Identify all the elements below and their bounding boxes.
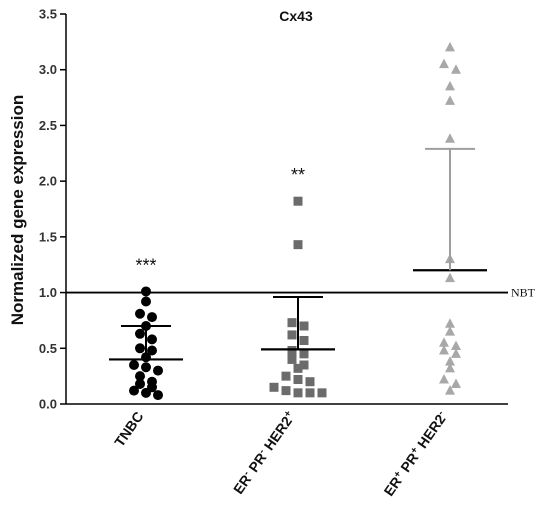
label-superscript: - bbox=[241, 469, 252, 478]
y-tick-label: 0.0 bbox=[39, 397, 57, 412]
data-point bbox=[439, 373, 449, 384]
y-tick-label: 1.5 bbox=[39, 229, 57, 244]
data-point bbox=[293, 388, 303, 398]
data-point bbox=[281, 371, 291, 381]
data-point bbox=[439, 337, 449, 347]
data-point bbox=[281, 386, 291, 396]
label-superscript: - bbox=[256, 447, 267, 456]
data-point bbox=[317, 388, 327, 398]
data-point bbox=[293, 196, 303, 206]
data-point bbox=[445, 272, 455, 283]
data-point bbox=[293, 374, 303, 384]
label-superscript: + bbox=[391, 469, 403, 480]
data-point bbox=[135, 378, 145, 389]
data-point bbox=[451, 378, 461, 388]
data-point bbox=[287, 330, 297, 340]
x-category-label: TNBC bbox=[111, 409, 146, 450]
data-point bbox=[147, 312, 157, 323]
data-point bbox=[141, 362, 151, 373]
significance-marker: *** bbox=[135, 255, 156, 275]
y-tick-label: 2.5 bbox=[39, 118, 57, 133]
y-tick-label: 1.0 bbox=[39, 285, 57, 300]
reference-line-label: NBT bbox=[511, 286, 536, 300]
data-point bbox=[445, 133, 455, 143]
data-point bbox=[439, 345, 449, 355]
data-point bbox=[293, 240, 303, 250]
data-point bbox=[287, 346, 297, 356]
group-2: ER+ PR+ HER2- bbox=[380, 41, 487, 499]
y-axis-label: Normalized gene expression bbox=[8, 95, 27, 326]
data-point bbox=[135, 308, 145, 319]
data-point bbox=[299, 335, 309, 345]
data-point bbox=[439, 58, 449, 69]
data-point bbox=[445, 362, 455, 373]
label-text: TNBC bbox=[111, 409, 146, 450]
data-point bbox=[153, 365, 163, 376]
data-point bbox=[305, 388, 315, 398]
data-point bbox=[129, 360, 139, 370]
data-point bbox=[451, 340, 461, 351]
data-point bbox=[141, 387, 151, 398]
data-point bbox=[299, 360, 309, 370]
y-tick-label: 0.5 bbox=[39, 341, 57, 356]
reference-line-group: NBT bbox=[66, 286, 536, 300]
data-point bbox=[451, 64, 461, 74]
data-point bbox=[299, 349, 309, 359]
data-point bbox=[445, 356, 455, 366]
group-0: *** TNBC bbox=[109, 255, 183, 450]
data-point bbox=[299, 321, 309, 331]
data-point bbox=[287, 354, 297, 364]
data-point bbox=[147, 345, 157, 356]
x-category-label: ER+ PR+ HER2- bbox=[380, 408, 450, 499]
label-superscript: - bbox=[435, 408, 446, 417]
data-point bbox=[269, 382, 279, 392]
data-groups: *** TNBC ** ER- PR- HER2+ ER+ PR+ HER2- bbox=[109, 41, 487, 499]
data-point bbox=[135, 343, 145, 354]
data-point bbox=[445, 318, 455, 328]
data-point bbox=[445, 95, 455, 105]
data-point bbox=[287, 318, 297, 328]
data-point bbox=[141, 296, 151, 307]
data-point bbox=[147, 334, 157, 345]
data-point bbox=[445, 326, 455, 336]
group-1: ** ER- PR- HER2+ bbox=[230, 165, 335, 497]
data-point bbox=[445, 385, 455, 395]
data-point bbox=[451, 348, 461, 358]
x-category-label: ER- PR- HER2+ bbox=[230, 408, 299, 497]
data-point bbox=[153, 390, 163, 401]
data-point bbox=[293, 363, 303, 373]
y-tick-label: 2.0 bbox=[39, 174, 57, 189]
data-point bbox=[141, 286, 151, 297]
y-tick-label: 3.0 bbox=[39, 62, 57, 77]
data-point bbox=[129, 385, 139, 396]
axes: 0.0 0.5 1.0 1.5 2.0 2.5 3.0 3.5 bbox=[39, 7, 508, 412]
label-superscript: + bbox=[408, 445, 420, 456]
data-point bbox=[305, 377, 315, 387]
chart-title: Cx43 bbox=[279, 8, 313, 24]
significance-marker: ** bbox=[291, 165, 305, 185]
data-point bbox=[445, 41, 455, 52]
data-point bbox=[135, 328, 145, 339]
data-point bbox=[445, 80, 455, 91]
label-superscript: + bbox=[282, 408, 294, 419]
data-point bbox=[135, 371, 145, 382]
y-tick-label: 3.5 bbox=[39, 7, 57, 22]
